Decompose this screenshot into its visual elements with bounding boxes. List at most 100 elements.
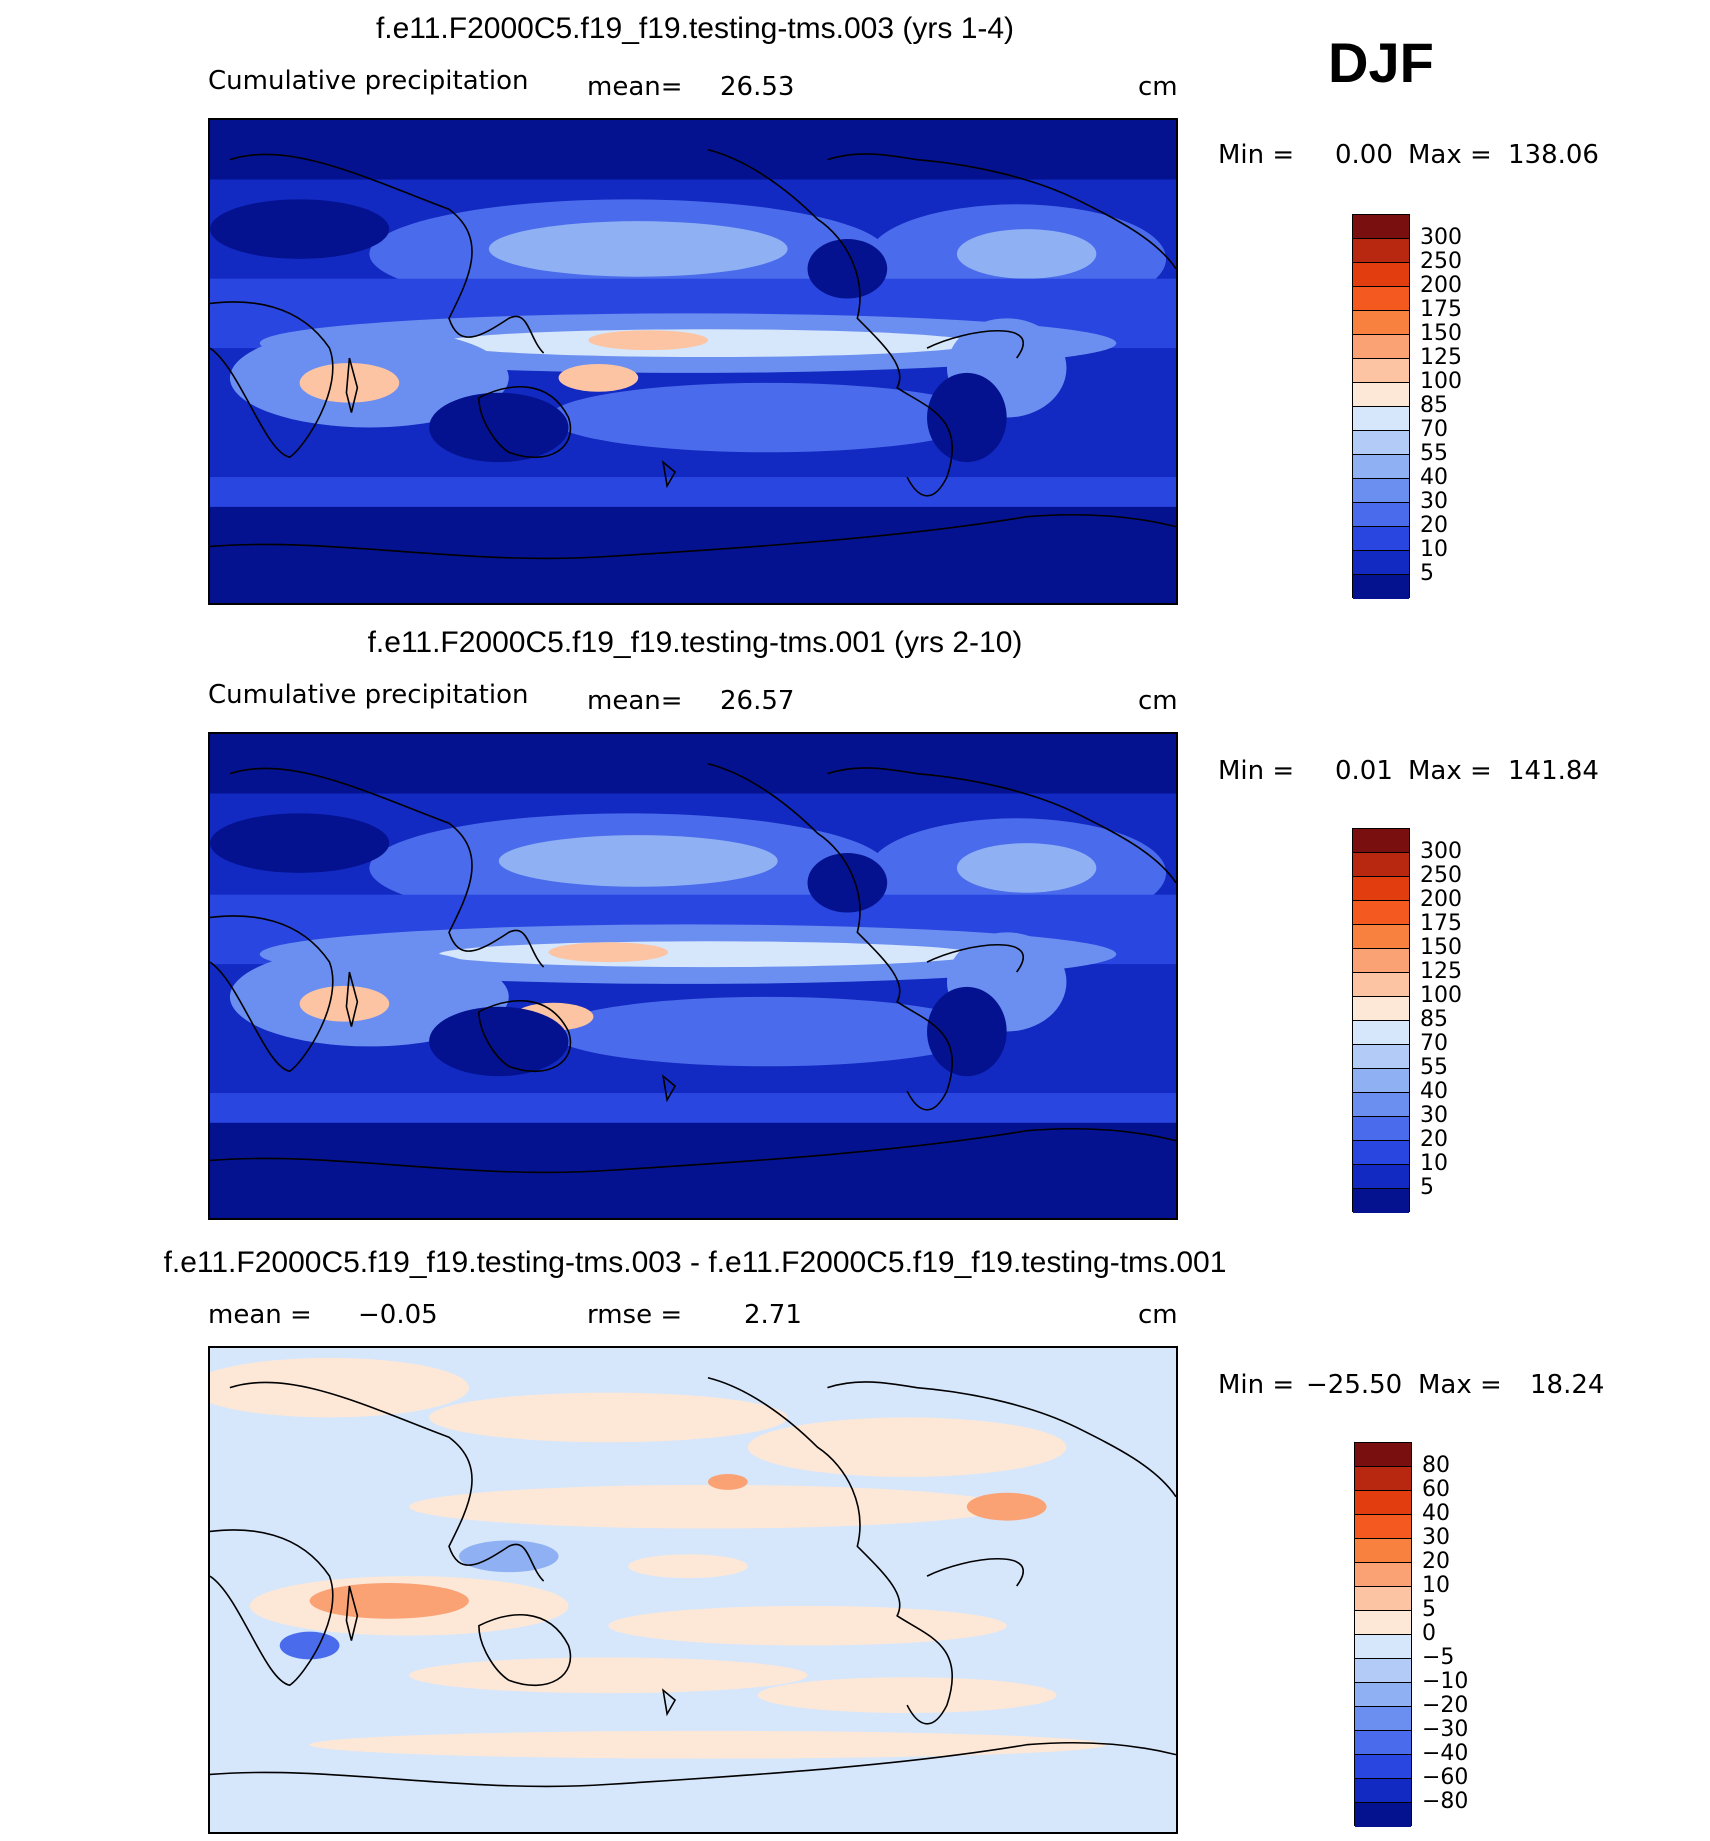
colorbar-box <box>1353 383 1409 407</box>
colorbar-tick-label: 40 <box>1420 1079 1448 1104</box>
colorbar-box <box>1355 1611 1411 1635</box>
panel1-max-label: Max = <box>1408 140 1492 170</box>
panel3-min-value: −25.50 <box>1306 1370 1403 1400</box>
panel1-variable-label: Cumulative precipitation <box>208 66 529 96</box>
colorbar-box <box>1355 1779 1411 1803</box>
colorbar-box <box>1353 853 1409 877</box>
colorbar-tick-label: 10 <box>1422 1573 1450 1598</box>
panel3-units: cm <box>1138 1300 1178 1330</box>
colorbar-box <box>1353 407 1409 431</box>
colorbar-tick-label: 125 <box>1420 345 1462 370</box>
colorbar-box <box>1353 431 1409 455</box>
colorbar-box <box>1353 1045 1409 1069</box>
colorbar-tick-label: 300 <box>1420 225 1462 250</box>
colorbar-box <box>1353 239 1409 263</box>
colorbar-box <box>1355 1803 1411 1827</box>
colorbar-tick-label: 70 <box>1420 1031 1448 1056</box>
colorbar-tick-label: 20 <box>1422 1549 1450 1574</box>
colorbar-tick-label: 300 <box>1420 839 1462 864</box>
panel3-mean-label: mean = <box>208 1300 312 1330</box>
panel1-title: f.e11.F2000C5.f19_f19.testing-tms.003 (y… <box>375 12 1015 45</box>
colorbar-box <box>1353 1069 1409 1093</box>
colorbar-box <box>1353 1021 1409 1045</box>
colorbar-box <box>1353 949 1409 973</box>
colorbar-box <box>1355 1515 1411 1539</box>
colorbar-tick-label: 150 <box>1420 321 1462 346</box>
colorbar-box <box>1353 455 1409 479</box>
colorbar-tick-label: 200 <box>1420 273 1462 298</box>
panel2-min-label: Min = <box>1218 756 1295 786</box>
colorbar-tick-label: 85 <box>1420 393 1448 418</box>
colorbar-box <box>1353 335 1409 359</box>
colorbar-box <box>1353 925 1409 949</box>
colorbar-box <box>1353 575 1409 599</box>
panel3-rmse-label: rmse = <box>587 1300 683 1330</box>
colorbar-tick-label: 40 <box>1420 465 1448 490</box>
panel1-min-value: 0.00 <box>1335 140 1393 170</box>
colorbar-tick-label: 85 <box>1420 1007 1448 1032</box>
colorbar-tick-label: 0 <box>1422 1621 1436 1646</box>
colorbar-tick-label: 55 <box>1420 441 1448 466</box>
colorbar-tick-label: −40 <box>1422 1741 1469 1766</box>
colorbar-tick-label: −30 <box>1422 1717 1469 1742</box>
panel1-units: cm <box>1138 72 1178 102</box>
colorbar-tick-label: −20 <box>1422 1693 1469 1718</box>
colorbar-tick-label: 60 <box>1422 1477 1450 1502</box>
colorbar-box <box>1355 1539 1411 1563</box>
panel2-title: f.e11.F2000C5.f19_f19.testing-tms.001 (y… <box>367 626 1023 659</box>
colorbar-tick-label: 30 <box>1422 1525 1450 1550</box>
panel3-mean-value: −0.05 <box>358 1300 438 1330</box>
season-label: DJF <box>1328 31 1434 94</box>
colorbar-tick-label: −10 <box>1422 1669 1469 1694</box>
colorbar-tick-label: 250 <box>1420 863 1462 888</box>
colorbar-box <box>1355 1563 1411 1587</box>
panel2-mean-value: 26.57 <box>720 686 795 716</box>
colorbar-tick-label: 250 <box>1420 249 1462 274</box>
colorbar-box <box>1353 829 1409 853</box>
panel2-max-label: Max = <box>1408 756 1492 786</box>
panel2-variable-label: Cumulative precipitation <box>208 680 529 710</box>
colorbar-tick-label: 30 <box>1420 1103 1448 1128</box>
panel1-mean-label: mean= <box>587 72 683 102</box>
colorbar-tick-label: 100 <box>1420 983 1462 1008</box>
panel3-map <box>208 1346 1178 1834</box>
colorbar-box <box>1355 1467 1411 1491</box>
colorbar-box <box>1353 359 1409 383</box>
panel1-min-label: Min = <box>1218 140 1295 170</box>
colorbar-box <box>1353 877 1409 901</box>
colorbar-tick-label: 5 <box>1420 1175 1434 1200</box>
colorbar-box <box>1353 1165 1409 1189</box>
colorbar-box <box>1353 997 1409 1021</box>
panel3-max-value: 18.24 <box>1530 1370 1605 1400</box>
colorbar-box <box>1353 527 1409 551</box>
colorbar-box <box>1353 1093 1409 1117</box>
panel3-colorbar <box>1354 1442 1412 1827</box>
colorbar-tick-label: 100 <box>1420 369 1462 394</box>
colorbar-tick-label: 5 <box>1420 561 1434 586</box>
panel2-colorbar <box>1352 828 1410 1213</box>
panel1-mean-value: 26.53 <box>720 72 795 102</box>
colorbar-box <box>1353 901 1409 925</box>
colorbar-tick-label: 80 <box>1422 1453 1450 1478</box>
colorbar-tick-label: 5 <box>1422 1597 1436 1622</box>
colorbar-tick-label: 150 <box>1420 935 1462 960</box>
colorbar-box <box>1353 287 1409 311</box>
panel2-units: cm <box>1138 686 1178 716</box>
panel3-rmse-value: 2.71 <box>744 1300 802 1330</box>
colorbar-box <box>1355 1635 1411 1659</box>
colorbar-box <box>1355 1683 1411 1707</box>
colorbar-tick-label: −5 <box>1422 1645 1455 1670</box>
colorbar-box <box>1353 1117 1409 1141</box>
colorbar-box <box>1353 503 1409 527</box>
colorbar-box <box>1355 1587 1411 1611</box>
panel2-map <box>208 732 1178 1220</box>
colorbar-box <box>1353 215 1409 239</box>
colorbar-box <box>1353 479 1409 503</box>
colorbar-tick-label: 200 <box>1420 887 1462 912</box>
colorbar-tick-label: 175 <box>1420 297 1462 322</box>
colorbar-tick-label: 20 <box>1420 1127 1448 1152</box>
panel2-min-value: 0.01 <box>1335 756 1393 786</box>
colorbar-tick-label: −60 <box>1422 1765 1469 1790</box>
colorbar-tick-label: 10 <box>1420 537 1448 562</box>
panel1-colorbar <box>1352 214 1410 599</box>
